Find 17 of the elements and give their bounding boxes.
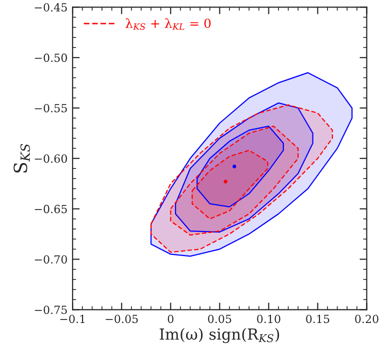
y-tick-label: −0.50 [34, 54, 67, 62]
x-tick-label: 0 [168, 314, 174, 324]
x-tick-label: 0.05 [208, 314, 232, 324]
x-tick-label: 0.20 [355, 314, 378, 324]
x-axis-title: Im(ω) sign(R$_{KS}$) [160, 328, 280, 344]
x-tick-label: −0.05 [106, 314, 138, 324]
x-tick-label: −0.1 [60, 314, 84, 324]
y-tick-label: −0.45 [34, 3, 67, 12]
y-axis-title: S$_{KS}$ [14, 144, 30, 173]
legend-label: λ$_{KS}$ + λ$_{KL}$ = 0 [126, 18, 211, 30]
y-tick-label: −0.60 [34, 154, 67, 163]
y-tick-label: −0.75 [34, 306, 67, 314]
y-tick-label: −0.55 [34, 104, 67, 112]
x-tick-label: 0.15 [306, 314, 330, 324]
y-tick-label: −0.70 [34, 255, 67, 264]
y-tick-label: −0.65 [34, 204, 67, 214]
x-tick-label: 0.10 [257, 314, 280, 324]
